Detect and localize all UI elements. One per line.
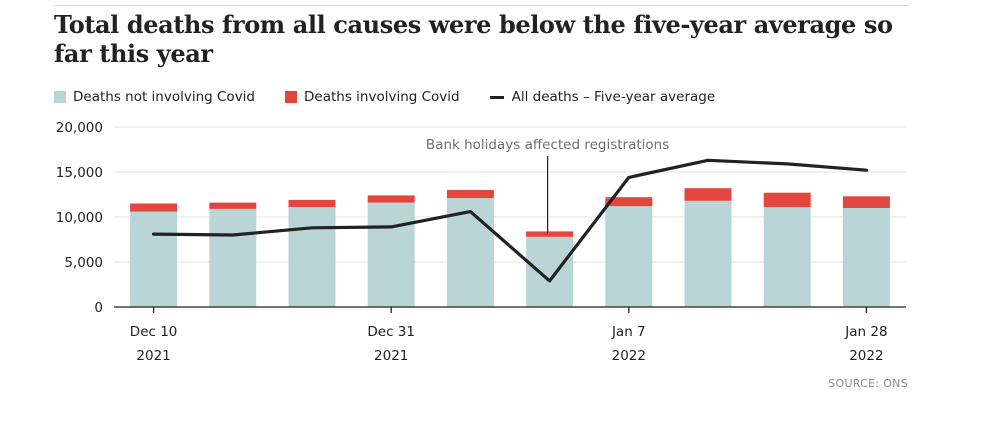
legend-item-average: All deaths – Five-year average xyxy=(489,89,716,105)
legend-item-covid: Deaths involving Covid xyxy=(285,89,460,105)
bar-not-covid xyxy=(605,206,653,307)
y-tick-label: 0 xyxy=(94,300,103,316)
bar-covid xyxy=(526,231,574,237)
bar-covid xyxy=(446,190,494,199)
bar-not-covid xyxy=(842,208,890,307)
bar-not-covid xyxy=(684,200,732,307)
bar-not-covid xyxy=(763,207,811,307)
x-tick-label: Jan 28 xyxy=(844,324,887,340)
bar-covid xyxy=(842,196,890,208)
legend: Deaths not involving Covid Deaths involv… xyxy=(54,86,745,108)
x-tick-label: Dec 31 xyxy=(367,324,415,340)
x-tick-year: 2021 xyxy=(136,348,170,364)
legend-swatch-average xyxy=(489,95,504,99)
x-tick-year: 2022 xyxy=(612,348,646,364)
top-rule xyxy=(54,5,908,6)
bar-covid xyxy=(209,202,257,209)
average-line xyxy=(152,158,869,283)
source-note: SOURCE: ONS xyxy=(828,377,908,390)
annotation-text: Bank holidays affected registrations xyxy=(426,137,669,153)
bar-covid xyxy=(605,197,653,207)
bar-covid xyxy=(130,203,178,212)
legend-label-average: All deaths – Five-year average xyxy=(511,89,716,105)
bar-not-covid xyxy=(526,236,574,307)
x-tick-year: 2021 xyxy=(374,348,408,364)
bar-covid xyxy=(684,188,732,201)
bar-covid xyxy=(763,192,811,208)
bar-not-covid xyxy=(288,207,336,307)
y-tick-label: 5,000 xyxy=(64,255,103,271)
chart-title: Total deaths from all causes were below … xyxy=(54,10,893,68)
bar-not-covid xyxy=(209,208,257,307)
legend-label-not-covid: Deaths not involving Covid xyxy=(73,89,256,105)
bar-covid xyxy=(367,195,415,203)
bar-not-covid xyxy=(130,211,178,307)
x-tick-label: Jan 7 xyxy=(611,324,646,340)
legend-swatch-not-covid xyxy=(54,91,66,103)
x-tick-year: 2022 xyxy=(849,348,883,364)
y-tick-label: 20,000 xyxy=(56,120,103,136)
legend-label-covid: Deaths involving Covid xyxy=(304,89,460,105)
bar-covid xyxy=(288,199,336,208)
y-tick-label: 10,000 xyxy=(56,210,103,226)
y-tick-label: 15,000 xyxy=(56,165,103,181)
legend-swatch-covid xyxy=(285,91,298,103)
legend-item-not-covid: Deaths not involving Covid xyxy=(54,89,255,105)
x-tick-label: Dec 10 xyxy=(130,324,178,340)
bar-not-covid xyxy=(367,202,415,307)
